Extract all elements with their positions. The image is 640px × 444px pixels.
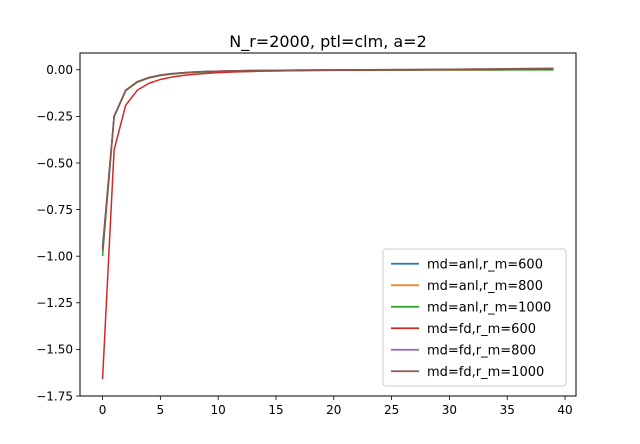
y-tick-label: −0.25 [36, 110, 73, 124]
y-tick-label: −0.75 [36, 203, 73, 217]
y-tick-label: −1.00 [36, 249, 73, 263]
legend-label: md=fd,r_m=800 [427, 343, 536, 358]
x-tick-label: 15 [268, 403, 283, 417]
x-tick-label: 40 [557, 403, 572, 417]
legend-label: md=fd,r_m=1000 [427, 365, 544, 380]
x-tick-label: 5 [157, 403, 165, 417]
y-tick-label: −1.50 [36, 343, 73, 357]
y-axis: 0.00 −0.25 −0.50 −0.75 −1.00 −1.25 −1.50 −1.75 [36, 63, 80, 403]
x-tick-label: 10 [211, 403, 226, 417]
legend-label: md=fd,r_m=600 [427, 322, 536, 337]
plot-area [79, 52, 577, 397]
legend-box [382, 248, 567, 387]
legend-label: md=anl,r_m=1000 [427, 300, 551, 315]
legend: md=anl,r_m=600 md=anl,r_m=800 md=anl,r_m=1… [382, 248, 567, 387]
y-tick-label: −1.75 [36, 389, 73, 403]
x-tick-label: 20 [326, 403, 341, 417]
legend-label: md=anl,r_m=600 [427, 257, 543, 272]
x-axis: 0 5 10 15 20 25 30 35 40 [99, 396, 573, 417]
x-tick-label: 30 [442, 403, 457, 417]
series-line-6 [101, 67, 554, 251]
series-layer [101, 67, 554, 380]
y-tick-label: −1.25 [36, 296, 73, 310]
y-tick-label: 0.00 [46, 63, 73, 77]
x-tick-label: 35 [500, 403, 515, 417]
axes-frame [79, 52, 577, 397]
x-tick-label: 0 [99, 403, 107, 417]
legend-label: md=anl,r_m=800 [427, 279, 543, 294]
chart-title: N_r=2000, ptl=clm, a=2 [229, 32, 427, 52]
y-tick-label: −0.50 [36, 156, 73, 170]
x-tick-label: 25 [384, 403, 399, 417]
